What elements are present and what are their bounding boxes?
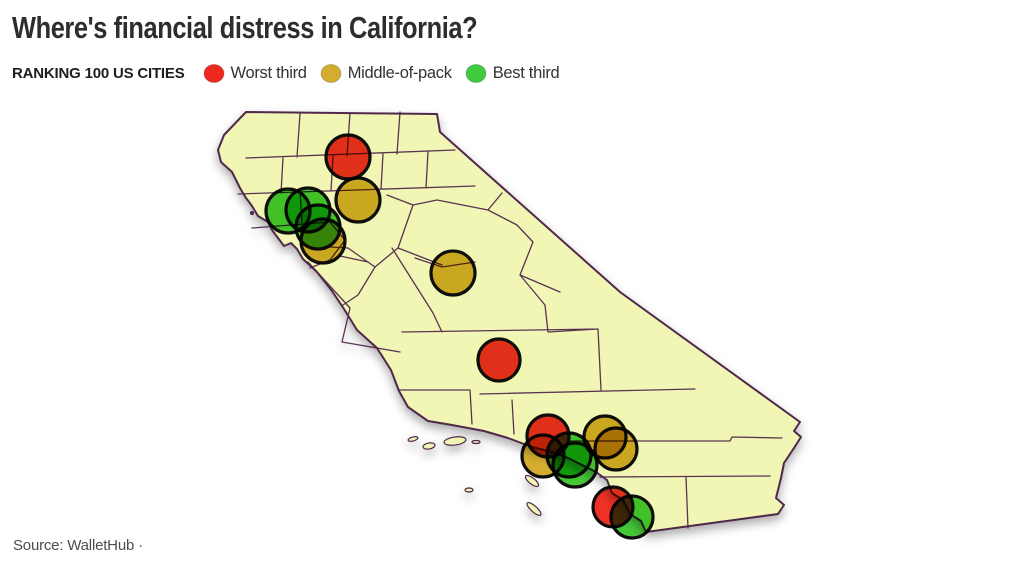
city-marker-best[interactable] [294, 203, 342, 251]
legend: RANKING 100 US CITIES Worst third Middle… [12, 59, 572, 87]
city-marker-middle[interactable] [593, 426, 639, 472]
legend-title: RANKING 100 US CITIES [12, 64, 185, 82]
legend-label-worst: Worst third [230, 63, 307, 82]
legend-label-middle: Middle-of-pack [347, 63, 452, 82]
middle-of-pack-swatch-icon [320, 63, 342, 83]
legend-label-best: Best third [492, 63, 560, 82]
source-attribution: Source: WalletHub · [13, 537, 143, 554]
legend-item-middle: Middle-of-pack [320, 63, 452, 83]
city-marker-best[interactable] [551, 441, 599, 489]
legend-item-worst: Worst third [203, 63, 307, 83]
best-third-swatch-icon [465, 63, 487, 83]
city-marker-worst[interactable] [324, 133, 372, 181]
city-marker-middle[interactable] [334, 176, 382, 224]
state-shape-group [217, 111, 802, 533]
city-marker-worst[interactable] [476, 337, 522, 383]
city-marker-best[interactable] [609, 494, 655, 540]
page-title: Where's financial distress in California… [12, 10, 478, 45]
city-marker-middle[interactable] [429, 249, 477, 297]
legend-item-best: Best third [465, 63, 560, 83]
state-shape [217, 111, 802, 533]
city-markers [264, 133, 655, 540]
worst-third-swatch-icon [203, 63, 225, 83]
channel-islands [249, 210, 542, 517]
